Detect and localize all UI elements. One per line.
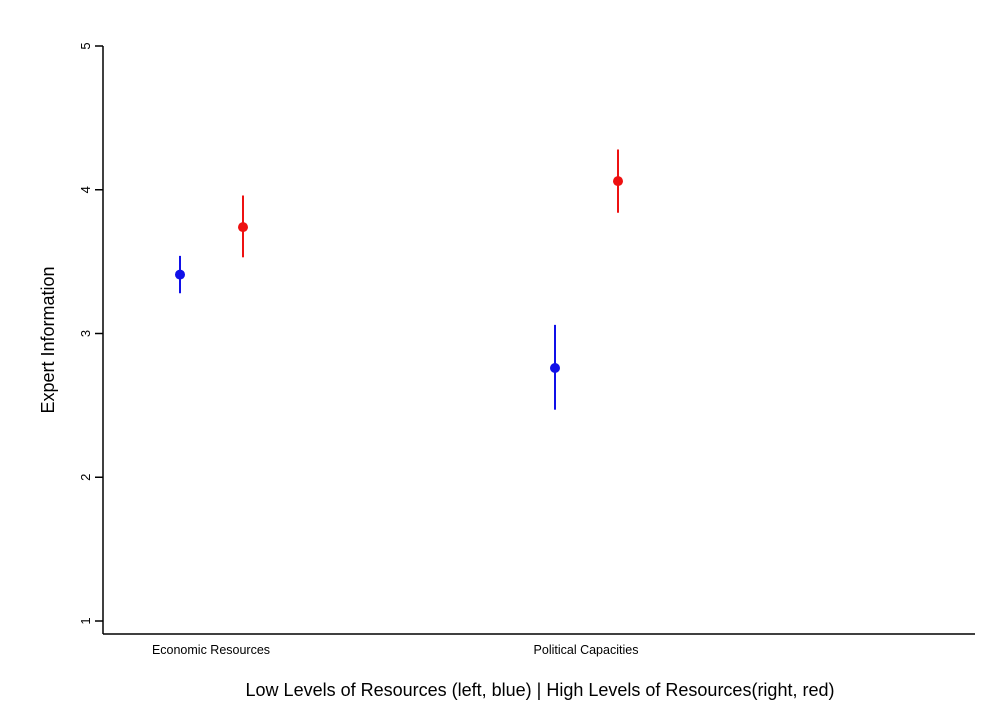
axes bbox=[102, 46, 975, 635]
category-label-economic: Economic Resources bbox=[152, 643, 270, 657]
y-tick-label: 4 bbox=[78, 186, 93, 193]
category-label-political: Political Capacities bbox=[534, 643, 639, 657]
x-axis-title: Low Levels of Resources (left, blue) | H… bbox=[246, 680, 835, 700]
data-point bbox=[238, 222, 248, 233]
y-tick-label: 1 bbox=[78, 617, 93, 624]
data-point bbox=[550, 363, 560, 373]
data-point bbox=[613, 176, 623, 187]
category-labels: Economic Resources Political Capacities bbox=[152, 643, 639, 657]
y-tick-label: 3 bbox=[78, 330, 93, 337]
data-marks bbox=[175, 149, 623, 410]
y-axis-title: Expert Information bbox=[38, 266, 58, 413]
data-point bbox=[175, 269, 185, 280]
y-tick-label: 5 bbox=[78, 42, 93, 49]
y-ticks: 1 2 3 4 5 bbox=[78, 42, 103, 625]
y-tick-label: 2 bbox=[78, 474, 93, 481]
